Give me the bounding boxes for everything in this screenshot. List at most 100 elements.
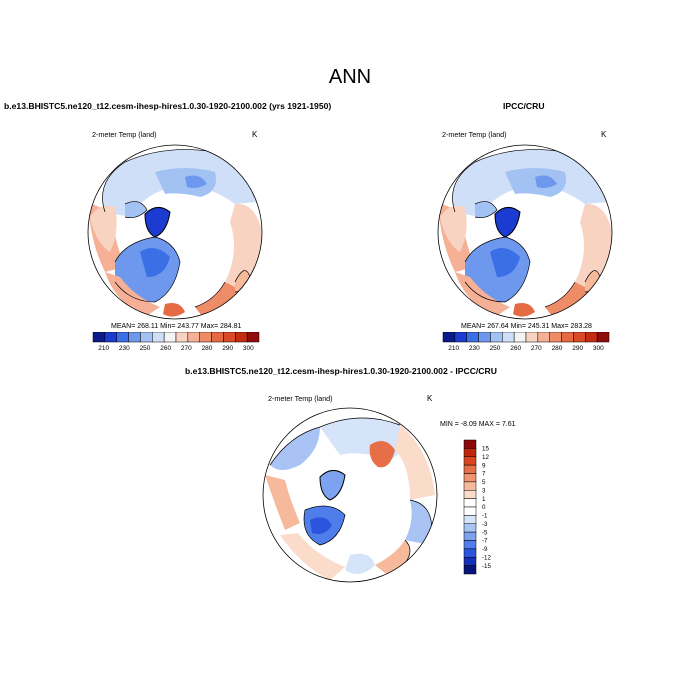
colorbar-swatch [463, 456, 477, 466]
colorbar-swatch [187, 332, 200, 343]
panel-1-variable-label: 2-meter Temp (land) [92, 130, 157, 139]
panel-2-polar-map [437, 144, 613, 320]
colorbar-swatch [463, 439, 477, 449]
colorbar-tick-label: -7 [482, 538, 488, 545]
colorbar-swatch [128, 332, 141, 343]
colorbar-tick-label: 260 [510, 345, 521, 352]
panel-2-units-label: K [601, 130, 607, 139]
colorbar-swatch [463, 540, 477, 550]
colorbar-tick-label: -3 [482, 521, 488, 528]
colorbar-swatch [152, 332, 165, 343]
colorbar-swatch [199, 332, 212, 343]
colorbar-swatch [537, 332, 550, 343]
colorbar-tick-label: 300 [243, 345, 254, 352]
colorbar-swatch [463, 531, 477, 541]
colorbar-tick-label: 210 [98, 345, 109, 352]
colorbar-swatch [463, 515, 477, 524]
colorbar-tick-label: 210 [448, 345, 459, 352]
colorbar-swatch [463, 506, 477, 516]
colorbar-swatch [104, 332, 117, 343]
colorbar-tick-label: 270 [181, 345, 192, 352]
colorbar-swatch [163, 332, 177, 343]
panel-1-polar-map [87, 144, 263, 320]
panel-1-colorbar: 210 230 250 260 270 280 290 300 [92, 332, 260, 352]
colorbar-tick-label: 0 [482, 504, 486, 511]
colorbar-swatch [463, 490, 477, 499]
panel-3-units-label: K [427, 394, 433, 403]
panel-1-stats: MEAN= 268.11 Min= 243.77 Max= 284.81 [111, 323, 242, 330]
colorbar-swatch [549, 332, 562, 343]
colorbar-tick-label: -9 [482, 546, 488, 553]
panel-2-stats: MEAN= 267.64 Min= 245.31 Max= 283.28 [461, 323, 592, 330]
central-asia-region [90, 205, 117, 252]
colorbar-swatch [463, 481, 477, 491]
colorbar-tick-label: 5 [482, 479, 486, 486]
colorbar-swatch [478, 332, 491, 343]
colorbar-swatch [223, 332, 236, 343]
panel-2-colorbar: 210 230 250 260 270 280 290 300 [442, 332, 610, 352]
colorbar-swatch [513, 332, 527, 343]
colorbar-swatch [502, 332, 515, 343]
panel-3-polar-map [262, 407, 438, 583]
colorbar-tick-label: -5 [482, 529, 488, 536]
colorbar-tick-label: -12 [482, 554, 492, 561]
colorbar-tick-label: 250 [140, 345, 151, 352]
colorbar-tick-label: 290 [572, 345, 583, 352]
colorbar-tick-label: 15 [482, 446, 489, 453]
colorbar-tick-label: 290 [222, 345, 233, 352]
colorbar-swatch [525, 332, 539, 343]
alaska-region [125, 201, 147, 218]
colorbar-swatch [246, 332, 260, 343]
colorbar-swatch [463, 498, 477, 508]
panel-2-variable-label: 2-meter Temp (land) [442, 130, 507, 139]
colorbar-swatch [463, 464, 477, 474]
colorbar-swatch [235, 332, 248, 343]
colorbar-swatch [92, 332, 106, 343]
colorbar-tick-label: 250 [490, 345, 501, 352]
siberia-region [155, 168, 216, 197]
colorbar-swatch [463, 548, 477, 558]
hudson-region [140, 248, 170, 277]
colorbar-tick-label: -15 [482, 563, 492, 570]
colorbar-tick-label: 280 [202, 345, 213, 352]
panel-2-case-title: IPCC/CRU [503, 101, 545, 111]
panel-3-stats: MIN = -8.09 MAX = 7.61 [440, 421, 516, 428]
colorbar-tick-label: 9 [482, 462, 486, 469]
colorbar-swatch [116, 332, 129, 343]
colorbar-tick-label: -1 [482, 513, 488, 520]
colorbar-swatch [466, 332, 479, 343]
panel-3-variable-label: 2-meter Temp (land) [268, 394, 333, 403]
colorbar-swatch [561, 332, 574, 343]
colorbar-tick-label: 3 [482, 487, 486, 494]
colorbar-tick-label: 280 [552, 345, 563, 352]
colorbar-swatch [490, 332, 503, 343]
panel-1-units-label: K [252, 130, 258, 139]
east-siberia-region [185, 175, 207, 188]
north-africa-region [195, 282, 245, 319]
panel-1-case-title: b.e13.BHISTC5.ne120_t12.cesm-ihesp-hires… [4, 101, 332, 111]
panel-3-case-title: b.e13.BHISTC5.ne120_t12.cesm-ihesp-hires… [185, 366, 497, 376]
colorbar-swatch [442, 332, 456, 343]
colorbar-tick-label: 1 [482, 496, 486, 503]
colorbar-tick-label: 230 [469, 345, 480, 352]
colorbar-swatch [463, 523, 477, 533]
colorbar-tick-label: 7 [482, 471, 486, 478]
colorbar-swatch [140, 332, 153, 343]
colorbar-swatch [463, 557, 477, 566]
colorbar-tick-label: 260 [160, 345, 171, 352]
colorbar-swatch [211, 332, 224, 343]
colorbar-tick-label: 12 [482, 454, 489, 461]
colorbar-swatch [573, 332, 586, 343]
usa-region [105, 272, 160, 317]
page-title: ANN [328, 66, 372, 88]
colorbar-tick-label: 270 [531, 345, 542, 352]
colorbar-swatch [454, 332, 467, 343]
colorbar-swatch [463, 448, 477, 457]
colorbar-tick-label: 300 [593, 345, 604, 352]
mediterranean-region [163, 303, 185, 317]
colorbar-swatch [596, 332, 610, 343]
colorbar-swatch [175, 332, 189, 343]
colorbar-tick-label: 230 [119, 345, 130, 352]
colorbar-swatch [585, 332, 598, 343]
